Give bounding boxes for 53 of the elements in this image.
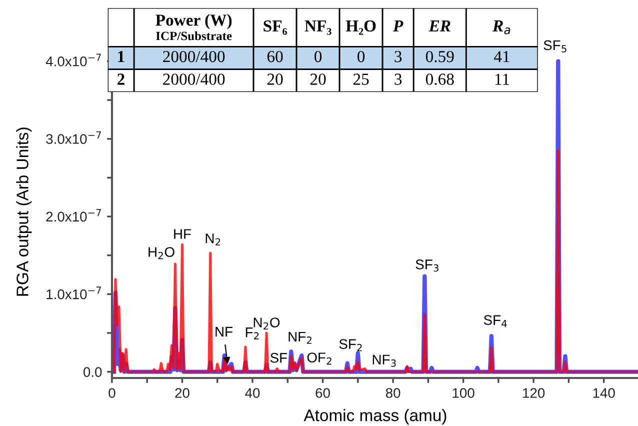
annotation: NF$_{3}$ <box>372 354 396 367</box>
x-tick-label: 120 <box>523 388 545 398</box>
annotation: NF$_{2}$ <box>288 332 312 344</box>
x-tick-label: 140 <box>593 388 615 398</box>
text: 20 <box>310 74 326 85</box>
text: 3 <box>394 74 402 85</box>
x-tick-label: 20 <box>175 388 190 398</box>
text: 3 <box>394 51 402 62</box>
category-label: 2 <box>117 74 124 85</box>
text: 41 <box>494 51 510 62</box>
text: 11 <box>495 74 510 85</box>
annotation: SF <box>270 352 287 363</box>
annotation: N$_{2}$ <box>206 234 220 246</box>
text: 0 <box>314 50 322 62</box>
y-tick-label: 4.0x10$^{−7}$ <box>46 54 101 66</box>
annotation: HF <box>174 229 191 239</box>
y-tick-label: 1.0x10$^{−7}$ <box>46 286 101 300</box>
text: 0.68 <box>426 74 454 85</box>
x-tick-label: 40 <box>245 388 260 398</box>
annotation: SF$_{2}$ <box>339 339 362 352</box>
category-label: H₂O <box>346 20 376 35</box>
text: 2000/400 <box>163 74 225 85</box>
annotation: N$_{2}$O <box>254 318 280 330</box>
x-tick-label: 0 <box>108 388 116 398</box>
text: 2000/400 <box>163 50 225 62</box>
y-tick-label: 0.0 <box>83 367 102 377</box>
text: 0 <box>358 50 365 62</box>
category-label: R$_{a}$ <box>492 20 510 34</box>
category-label: NF₃ <box>304 20 332 35</box>
text: 20 <box>267 74 283 85</box>
y-tick-label: 3.0x10$^{−7}$ <box>46 131 101 144</box>
category-label: 1 <box>118 51 124 62</box>
y-tick-label: 2.0x10$^{−7}$ <box>46 209 101 222</box>
category-label: Power (W) ICP/Substrate <box>156 14 232 40</box>
category-label: ER <box>428 20 450 32</box>
annotation: SF$_{4}$ <box>484 315 507 328</box>
text: 25 <box>353 74 369 85</box>
category-label: SF₆ <box>264 20 287 35</box>
text: 60 <box>267 50 283 62</box>
x-tick-label: 60 <box>316 388 330 398</box>
x-tick-label: 100 <box>452 388 474 398</box>
annotation: F$_{2}$ <box>246 328 259 340</box>
y-axis-title: RGA output (Arb Units) <box>16 128 32 296</box>
annotation: NF <box>216 326 232 336</box>
category-label: P <box>392 20 404 32</box>
x-axis-title: Atomic mass (amu) <box>304 408 446 425</box>
x-tick-label: 80 <box>386 388 400 398</box>
text: 0.59 <box>426 50 454 62</box>
annotation: H$_{2}$O <box>148 247 174 260</box>
annotation: SF$_{5}$ <box>544 40 566 52</box>
line-series <box>112 149 638 374</box>
annotation: SF$_{3}$ <box>416 260 438 272</box>
annotation: OF$_{2}$ <box>307 352 332 365</box>
